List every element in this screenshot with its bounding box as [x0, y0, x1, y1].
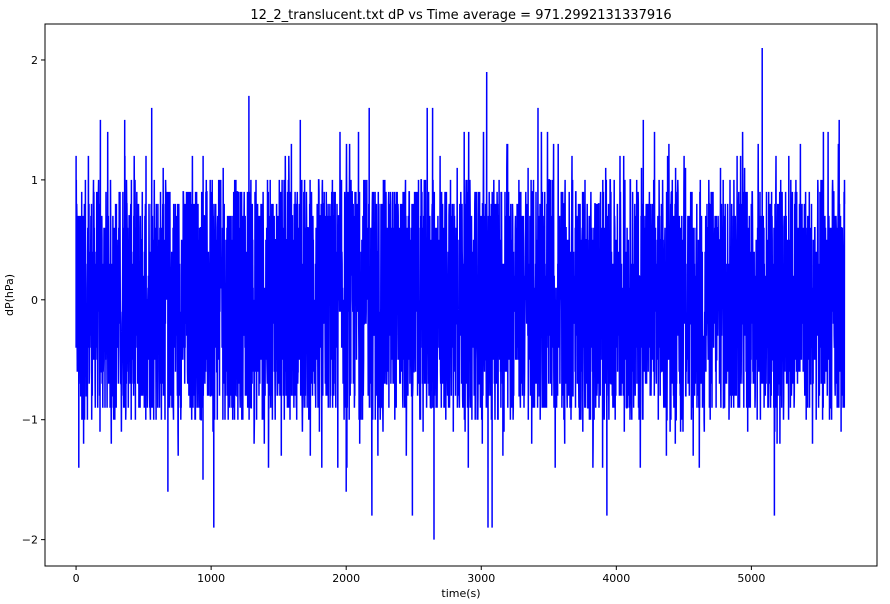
x-tick-label: 1000 [197, 572, 225, 585]
y-tick-label: 2 [31, 54, 38, 67]
x-tick-label: 0 [73, 572, 80, 585]
y-axis-label: dP(hPa) [3, 274, 16, 316]
x-axis: 0 1000 2000 3000 4000 5000 [73, 566, 765, 585]
y-tick-label: −2 [22, 534, 38, 547]
chart-title: 12_2_translucent.txt dP vs Time average … [250, 8, 671, 23]
x-tick-label: 3000 [467, 572, 495, 585]
x-tick-label: 4000 [602, 572, 630, 585]
plot-frame [44, 23, 878, 567]
x-tick-label: 2000 [332, 572, 360, 585]
series-line [75, 47, 846, 540]
x-tick-label: 5000 [737, 572, 765, 585]
y-tick-label: −1 [22, 414, 38, 427]
y-tick-label: 0 [31, 294, 38, 307]
y-tick-label: 1 [31, 174, 38, 187]
x-axis-label: time(s) [441, 587, 480, 600]
series-group [75, 47, 846, 540]
y-axis: −2 −1 0 1 2 [22, 54, 45, 547]
